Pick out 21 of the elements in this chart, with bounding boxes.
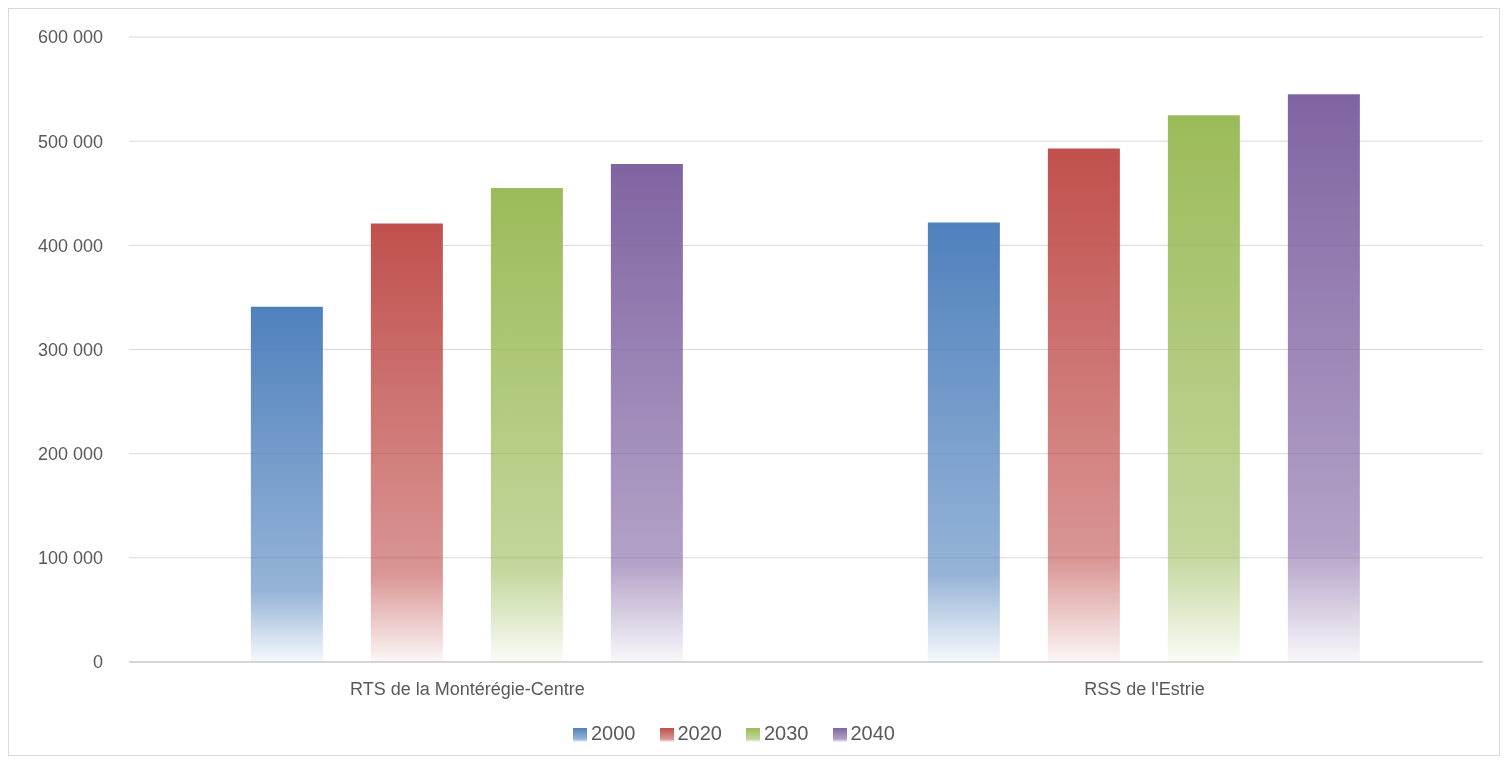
y-tick-label: 500 000 <box>37 131 103 152</box>
bar <box>490 188 563 662</box>
bar <box>250 306 323 662</box>
legend-label: 2020 <box>677 722 722 744</box>
bar <box>1287 94 1360 662</box>
x-tick-label: RSS de l'Estrie <box>1084 678 1205 699</box>
bar <box>1167 115 1240 662</box>
legend-label: 2040 <box>850 722 895 744</box>
y-tick-label: 100 000 <box>37 548 103 569</box>
y-tick-label: 200 000 <box>37 444 103 465</box>
bar <box>1047 148 1120 662</box>
legend-label: 2030 <box>764 722 809 744</box>
bar <box>927 222 1000 662</box>
x-tick-label: RTS de la Montérégie-Centre <box>350 678 585 699</box>
bar <box>370 223 443 662</box>
bar <box>610 164 683 662</box>
y-tick-label: 600 000 <box>37 27 103 48</box>
legend-label: 2000 <box>591 722 636 744</box>
y-tick-label: 400 000 <box>37 235 103 256</box>
y-tick-label: 300 000 <box>37 339 103 360</box>
y-tick-label: 0 <box>92 652 103 673</box>
